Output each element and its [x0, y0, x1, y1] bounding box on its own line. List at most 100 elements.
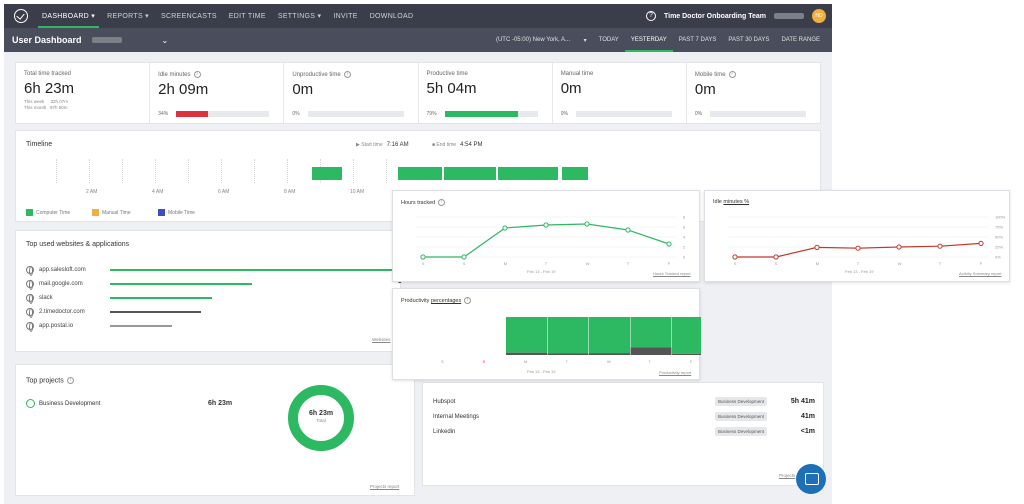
site-row[interactable]: mail.google.com — [26, 280, 83, 290]
stat-progress: 34% — [158, 111, 270, 117]
timeline-block[interactable] — [312, 167, 342, 180]
timeline-block[interactable] — [444, 167, 496, 180]
data-point[interactable] — [502, 225, 508, 231]
nav-reports[interactable]: REPORTS ▾ — [107, 12, 149, 21]
site-row[interactable]: slack — [26, 294, 53, 304]
site-row[interactable]: app.salesloft.com — [26, 266, 86, 276]
chart-range-label: Feb 13 - Feb 19 — [845, 269, 874, 274]
projects-report-link[interactable]: Projects report — [370, 484, 400, 489]
stat-mobile-time: Mobile time i 0m 0% — [687, 63, 820, 123]
site-name: app.salesloft.com — [39, 267, 86, 273]
info-icon[interactable]: i — [343, 71, 351, 78]
nav-edit-time[interactable]: EDIT TIME — [228, 12, 266, 20]
bar-segment[interactable] — [589, 353, 630, 355]
data-point[interactable] — [814, 244, 820, 251]
data-point[interactable] — [896, 244, 902, 250]
task-badge: Business Development — [715, 412, 768, 421]
range-past-7-days[interactable]: PAST 7 DAYS — [678, 37, 717, 43]
data-point[interactable] — [732, 254, 738, 260]
company-name[interactable]: Time Doctor Onboarding Team — [663, 12, 766, 20]
info-icon[interactable]: i — [438, 199, 446, 206]
site-row[interactable]: 2.timedoctor.com — [26, 308, 85, 318]
user-selector-redacted[interactable] — [91, 37, 122, 43]
info-icon[interactable]: i — [193, 71, 201, 78]
hours-tracked-report-link[interactable]: Hours Tracked report — [653, 271, 691, 276]
bar-segment[interactable] — [672, 353, 701, 355]
nav-screencasts[interactable]: SCREENCASTS — [160, 12, 217, 20]
chat-icon[interactable] — [796, 464, 826, 494]
timeline-block[interactable] — [398, 167, 442, 180]
data-point[interactable] — [420, 254, 426, 260]
timezone-select[interactable]: (UTC -05:00) New York, A... ▾ — [495, 37, 587, 44]
timeline-block[interactable] — [498, 167, 558, 180]
site-usage-bar — [110, 269, 394, 271]
site-name: app.postal.io — [39, 323, 74, 329]
projects-donut-chart: 6h 23m Total — [288, 385, 354, 451]
info-icon[interactable]: i — [66, 377, 74, 384]
stat-progress: 0% — [561, 111, 672, 117]
timeline-block[interactable] — [562, 167, 588, 180]
project-row[interactable]: Business Development — [26, 399, 100, 408]
project-value: 6h 23m — [208, 400, 233, 407]
data-point[interactable] — [773, 254, 779, 260]
bar-segment[interactable] — [547, 317, 589, 354]
nav-download[interactable]: DOWNLOAD — [369, 12, 414, 20]
site-name: 2.timedoctor.com — [39, 309, 85, 315]
data-point[interactable] — [543, 222, 549, 228]
chevron-down-icon[interactable]: ⌄ — [161, 35, 169, 45]
productivity-title: Productivity percentages i — [401, 297, 472, 304]
data-point[interactable] — [584, 221, 590, 227]
timeline-hour-label: 6 AM — [218, 189, 230, 195]
chart-range-label: Feb 13 - Feb 19 — [527, 369, 556, 374]
stat-label: Mobile time i — [695, 71, 812, 78]
x-tick-label: T — [939, 261, 942, 266]
nav-dashboard[interactable]: DASHBOARD ▾ — [37, 4, 100, 28]
data-point[interactable] — [978, 240, 984, 247]
stat-value: 6h 23m — [24, 80, 75, 97]
help-icon[interactable]: ? — [645, 11, 656, 21]
timedoctor-logo-icon[interactable] — [14, 9, 28, 23]
stat-productive-time: Productive time 5h 04m 79% — [419, 63, 553, 123]
activity-summary-report-link[interactable]: Activity Summary report — [959, 271, 1002, 276]
bar-segment[interactable] — [630, 347, 672, 355]
bar-segment[interactable] — [506, 352, 547, 355]
range-today[interactable]: TODAY — [598, 37, 619, 43]
nav-settings[interactable]: SETTINGS ▾ — [277, 12, 322, 21]
x-tick-label: W — [898, 261, 902, 266]
timeline-hour-label: 8 AM — [284, 189, 296, 195]
site-row[interactable]: app.postal.io — [26, 322, 74, 332]
bar-segment[interactable] — [547, 353, 589, 355]
productivity-report-link[interactable]: Productivity report — [659, 370, 692, 375]
globe-icon — [26, 280, 34, 290]
bar-segment[interactable] — [672, 317, 701, 354]
data-point[interactable] — [855, 245, 861, 251]
site-usage-bar — [110, 283, 252, 285]
websites-report-link[interactable]: Websites — [372, 337, 391, 342]
data-point[interactable] — [461, 254, 467, 260]
site-name: mail.google.com — [39, 281, 83, 287]
range-date-range[interactable]: DATE RANGE — [781, 37, 820, 43]
y-tick-label: 0 — [683, 255, 686, 260]
info-icon[interactable]: i — [728, 71, 736, 78]
data-point[interactable] — [625, 227, 631, 233]
range-past-30-days[interactable]: PAST 30 DAYS — [728, 37, 770, 43]
sub-navigation: User Dashboard ⌄ (UTC -05:00) New York, … — [4, 28, 832, 52]
task-value: 41m — [800, 413, 815, 420]
avatar[interactable]: HD — [812, 9, 826, 23]
bar-segment[interactable] — [630, 317, 672, 348]
x-tick-label: T — [649, 359, 652, 364]
bar-segment[interactable] — [506, 317, 547, 353]
legend-manual-time: Manual Time — [92, 209, 131, 216]
data-point[interactable] — [937, 243, 943, 249]
x-tick-label: M — [504, 261, 507, 266]
progress-fill — [444, 111, 519, 117]
nav-invite[interactable]: INVITE — [333, 12, 358, 20]
data-point[interactable] — [666, 241, 672, 247]
projects-link[interactable]: Projects — [779, 473, 796, 478]
task-badge: Business Development — [715, 397, 768, 406]
range-yesterday[interactable]: YESTERDAY — [624, 28, 673, 52]
x-tick-label: S — [483, 359, 486, 364]
info-icon[interactable]: i — [464, 297, 472, 304]
globe-icon — [26, 322, 34, 332]
bar-segment[interactable] — [589, 317, 630, 354]
